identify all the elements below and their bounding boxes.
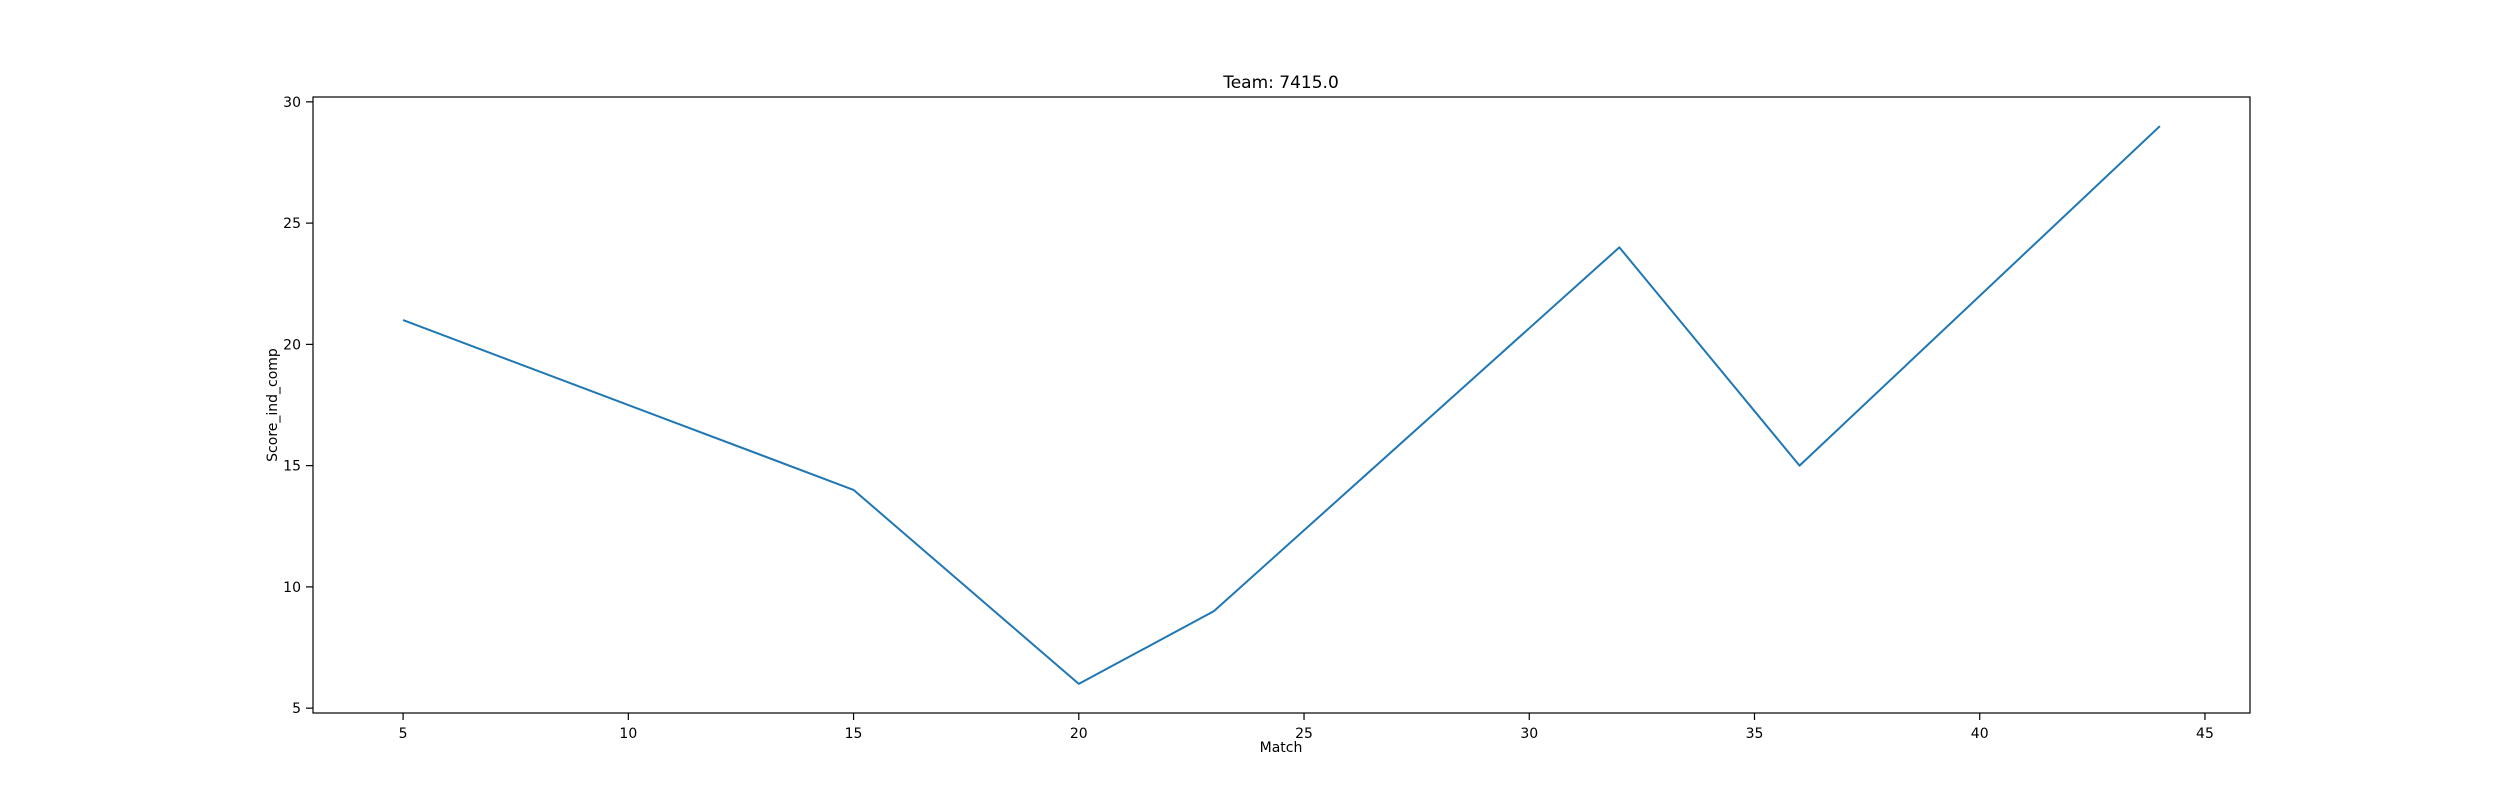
x-tick-label: 25: [1295, 726, 1313, 742]
plot-frame: [312, 96, 2251, 714]
x-tick-label: 15: [845, 726, 863, 742]
y-axis-label: Score_ind_comp: [265, 348, 281, 462]
x-tick-label: 35: [1746, 726, 1764, 742]
x-tick-label: 40: [1971, 726, 1989, 742]
x-axis: 5 10 15 20 25 30 35 40 45: [399, 713, 2214, 742]
x-tick-label: 10: [619, 726, 637, 742]
x-tick-label: 30: [1520, 726, 1538, 742]
y-tick-label: 25: [283, 216, 301, 232]
x-tick-label: 20: [1070, 726, 1088, 742]
x-axis-label: Match: [1260, 740, 1303, 756]
plot-area: [312, 96, 2251, 714]
x-tick-label: 45: [2196, 726, 2214, 742]
series-line: [402, 125, 2161, 685]
y-tick-label: 20: [283, 337, 301, 353]
chart-title: Team: 7415.0: [1222, 73, 1339, 93]
y-axis: 5 10 15 20 25 30: [283, 95, 313, 717]
x-tick-label: 5: [399, 726, 408, 742]
series-layer: [402, 125, 2161, 685]
y-tick-label: 5: [292, 701, 301, 717]
y-tick-label: 15: [283, 459, 301, 475]
y-tick-label: 30: [283, 95, 301, 111]
y-tick-label: 10: [283, 580, 301, 596]
